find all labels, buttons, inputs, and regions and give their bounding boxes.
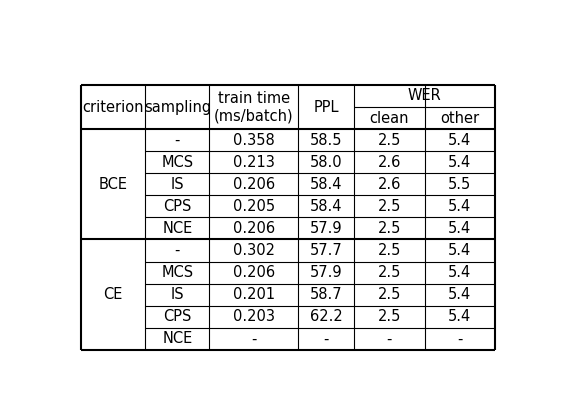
Text: 5.4: 5.4 bbox=[448, 221, 472, 236]
Text: 0.203: 0.203 bbox=[233, 309, 275, 324]
Text: 0.201: 0.201 bbox=[233, 287, 275, 302]
Text: 2.5: 2.5 bbox=[378, 133, 401, 148]
Text: MCS: MCS bbox=[161, 155, 193, 170]
Text: -: - bbox=[175, 133, 180, 148]
Text: 2.6: 2.6 bbox=[378, 177, 401, 192]
Text: other: other bbox=[440, 110, 479, 126]
Text: 0.358: 0.358 bbox=[233, 133, 275, 148]
Text: train time
(ms/batch): train time (ms/batch) bbox=[214, 91, 294, 123]
Text: 2.5: 2.5 bbox=[378, 265, 401, 280]
Text: 62.2: 62.2 bbox=[310, 309, 343, 324]
Text: 5.4: 5.4 bbox=[448, 287, 472, 302]
Text: IS: IS bbox=[170, 287, 184, 302]
Text: -: - bbox=[251, 331, 257, 346]
Text: 58.7: 58.7 bbox=[310, 287, 343, 302]
Text: 5.4: 5.4 bbox=[448, 265, 472, 280]
Text: 0.206: 0.206 bbox=[233, 221, 275, 236]
Text: 5.5: 5.5 bbox=[448, 177, 472, 192]
Text: 57.9: 57.9 bbox=[310, 221, 343, 236]
Text: -: - bbox=[457, 331, 463, 346]
Text: 2.5: 2.5 bbox=[378, 309, 401, 324]
Text: WER: WER bbox=[407, 88, 441, 104]
Text: 0.205: 0.205 bbox=[233, 199, 275, 214]
Text: 58.5: 58.5 bbox=[310, 133, 343, 148]
Text: CPS: CPS bbox=[163, 199, 192, 214]
Text: MCS: MCS bbox=[161, 265, 193, 280]
Text: CE: CE bbox=[103, 287, 123, 302]
Text: 2.6: 2.6 bbox=[378, 155, 401, 170]
Text: 58.4: 58.4 bbox=[310, 177, 343, 192]
Text: IS: IS bbox=[170, 177, 184, 192]
Text: 0.206: 0.206 bbox=[233, 177, 275, 192]
Text: 0.213: 0.213 bbox=[233, 155, 275, 170]
Text: 5.4: 5.4 bbox=[448, 243, 472, 258]
Text: 2.5: 2.5 bbox=[378, 221, 401, 236]
Text: NCE: NCE bbox=[162, 331, 192, 346]
Text: 57.9: 57.9 bbox=[310, 265, 343, 280]
Text: 58.0: 58.0 bbox=[310, 155, 343, 170]
Text: -: - bbox=[175, 243, 180, 258]
Text: 2.5: 2.5 bbox=[378, 199, 401, 214]
Text: criterion: criterion bbox=[83, 100, 144, 114]
Text: 0.206: 0.206 bbox=[233, 265, 275, 280]
Text: -: - bbox=[324, 331, 329, 346]
Text: clean: clean bbox=[370, 110, 409, 126]
Text: 5.4: 5.4 bbox=[448, 133, 472, 148]
Text: -: - bbox=[387, 331, 392, 346]
Text: BCE: BCE bbox=[99, 177, 128, 192]
Text: 5.4: 5.4 bbox=[448, 155, 472, 170]
Text: sampling: sampling bbox=[144, 100, 211, 114]
Text: NCE: NCE bbox=[162, 221, 192, 236]
Text: 5.4: 5.4 bbox=[448, 309, 472, 324]
Text: 2.5: 2.5 bbox=[378, 287, 401, 302]
Text: CPS: CPS bbox=[163, 309, 192, 324]
Text: 5.4: 5.4 bbox=[448, 199, 472, 214]
Text: 0.302: 0.302 bbox=[233, 243, 275, 258]
Text: 2.5: 2.5 bbox=[378, 243, 401, 258]
Text: PPL: PPL bbox=[314, 100, 339, 114]
Text: 58.4: 58.4 bbox=[310, 199, 343, 214]
Text: 57.7: 57.7 bbox=[310, 243, 343, 258]
